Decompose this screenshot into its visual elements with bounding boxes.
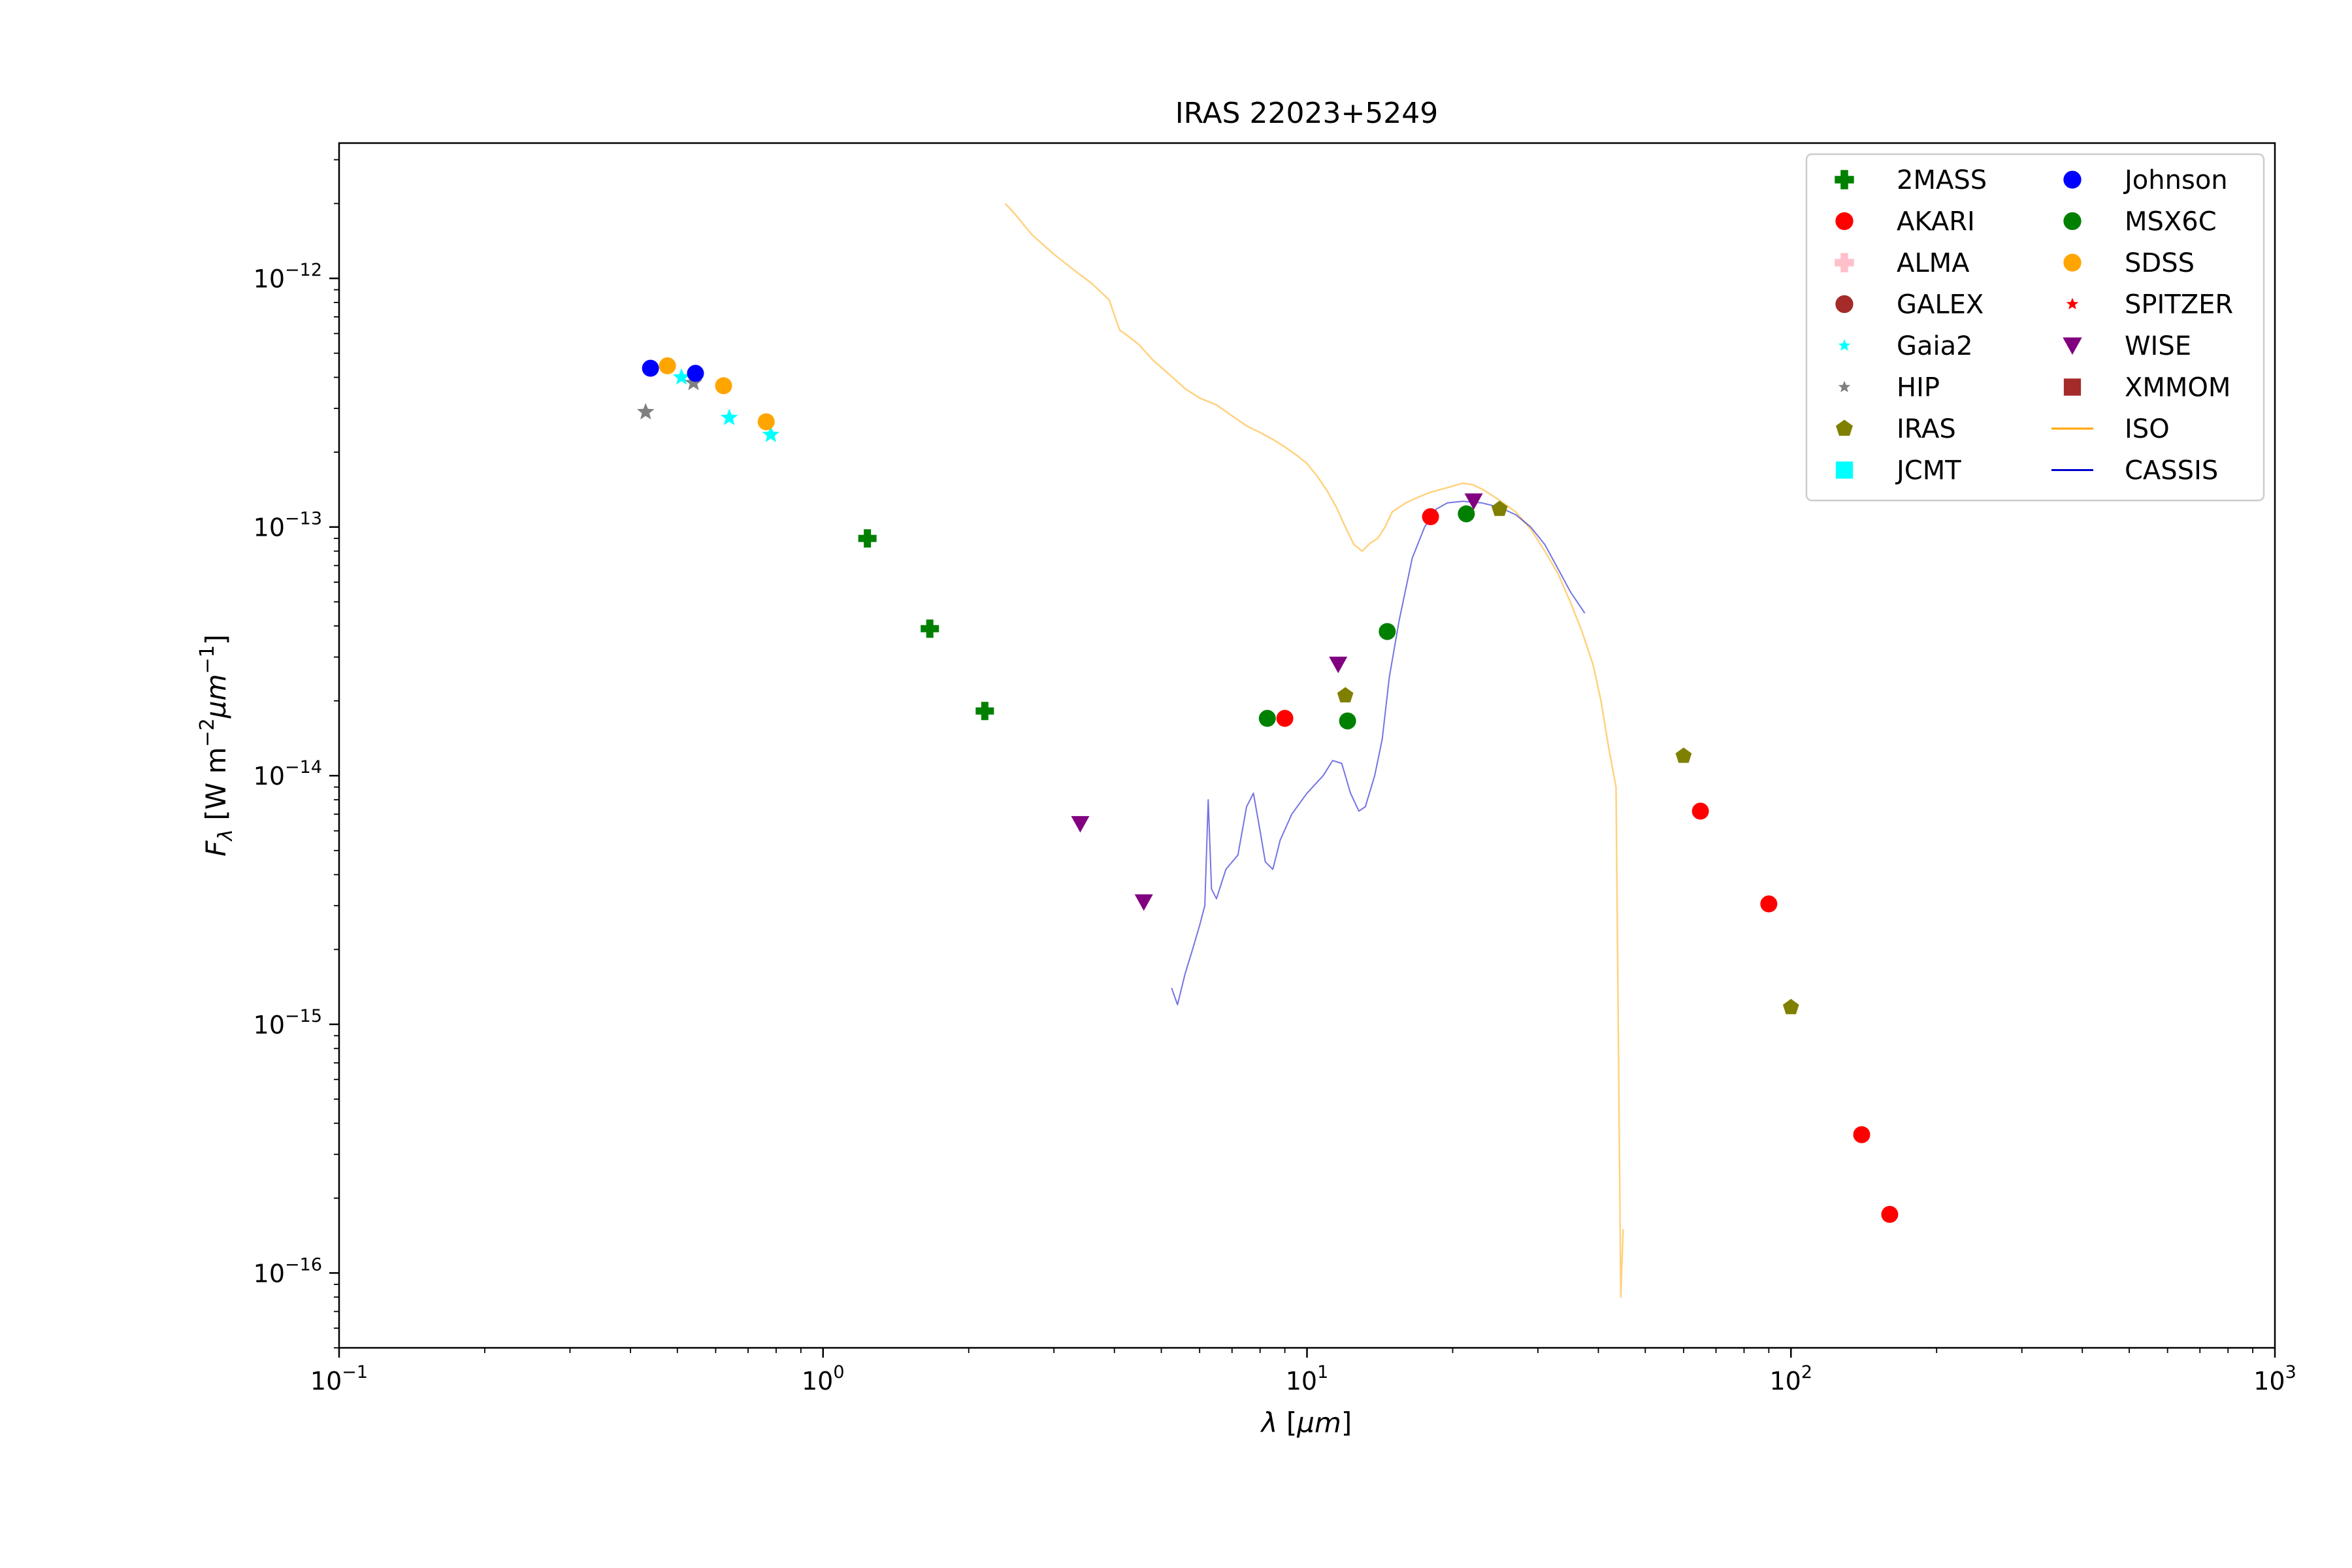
akari-point-1 — [1276, 710, 1294, 727]
legend-label: AKARI — [1897, 207, 1975, 237]
johnson-point-1 — [642, 359, 659, 377]
legend-item-spitzer: SPITZER — [2066, 290, 2233, 320]
legend-item-xmmom: XMMOM — [2063, 373, 2230, 403]
y-tick-label: 10−14 — [253, 757, 322, 791]
legend-marker — [1835, 295, 1854, 314]
legend-label: WISE — [2125, 331, 2191, 361]
akari-point-5 — [1853, 1126, 1870, 1143]
legend-marker — [2063, 253, 2082, 272]
legend-marker — [2066, 297, 2079, 310]
legend-marker — [1835, 253, 1854, 272]
hip-point-2 — [685, 374, 702, 391]
x-axis-label: λ [μm] — [1260, 1407, 1352, 1439]
legend-label: XMMOM — [2125, 373, 2230, 403]
chart-title: IRAS 22023+5249 — [1175, 97, 1439, 130]
iras-point-3 — [1675, 747, 1692, 763]
legend-marker — [2063, 337, 2082, 355]
wise-point-1 — [1071, 816, 1090, 833]
legend-label: Gaia2 — [1897, 331, 1973, 361]
legend-marker — [1835, 212, 1854, 231]
akari-point-3 — [1691, 802, 1709, 820]
legend-marker — [2063, 171, 2082, 189]
legend-item-wise: WISE — [2063, 331, 2191, 361]
legend-marker — [1836, 419, 1853, 436]
legend-label: MSX6C — [2125, 207, 2217, 237]
wise-point-4 — [1464, 493, 1483, 510]
legend-item-galex: GALEX — [1835, 290, 1984, 320]
legend-item-sdss: SDSS — [2063, 248, 2195, 278]
2mass-point-1 — [858, 529, 877, 548]
x-tick-label: 102 — [1769, 1362, 1812, 1396]
x-tick-label: 10−1 — [310, 1362, 368, 1396]
legend-item-johnson: Johnson — [2063, 165, 2228, 195]
wise-point-2 — [1134, 894, 1153, 911]
legend-label: IRAS — [1897, 414, 1956, 444]
legend-item-iras: IRAS — [1836, 414, 1956, 444]
sdss-point-2 — [715, 377, 732, 395]
cassis-spectrum-line — [1171, 500, 1586, 1005]
sdss-point-3 — [757, 413, 775, 431]
y-tick-label: 10−15 — [253, 1006, 322, 1039]
gaia2-point-3 — [762, 425, 780, 442]
x-tick-label: 103 — [2253, 1362, 2296, 1396]
x-tick-label: 101 — [1286, 1362, 1329, 1396]
legend-label: ALMA — [1897, 248, 1970, 278]
legend-box — [1805, 153, 2265, 502]
akari-point-6 — [1881, 1205, 1899, 1223]
legend-marker — [2063, 212, 2082, 231]
gaia2-point-1 — [672, 368, 691, 385]
legend-label: SPITZER — [2125, 290, 2233, 320]
msx6c-point-1 — [1258, 710, 1276, 727]
legend-item-2mass: 2MASS — [1835, 165, 1987, 195]
legend-label: 2MASS — [1897, 165, 1987, 195]
legend-item-hip: HIP — [1838, 373, 1940, 403]
plot-area — [636, 203, 1899, 1298]
msx6c-point-2 — [1339, 712, 1356, 730]
legend-marker — [1835, 461, 1854, 479]
legend-label: JCMT — [1895, 456, 1961, 486]
legend-item-msx6c: MSX6C — [2063, 207, 2217, 237]
y-axis-label: Fλ [W m−2μm−1] — [196, 634, 237, 857]
sdss-point-1 — [659, 357, 676, 374]
iras-point-4 — [1782, 998, 1799, 1015]
legend-label: Johnson — [2123, 165, 2228, 195]
legend-item-akari: AKARI — [1835, 207, 1975, 237]
iras-point-1 — [1337, 687, 1354, 703]
legend-item-alma: ALMA — [1835, 248, 1970, 278]
legend-item-jcmt: JCMT — [1835, 456, 1961, 486]
akari-point-4 — [1760, 895, 1778, 913]
msx6c-point-3 — [1379, 623, 1396, 640]
wise-point-3 — [1329, 657, 1348, 674]
iso-spectrum-line — [1004, 203, 1624, 1298]
x-tick-label: 100 — [802, 1362, 845, 1396]
y-tick-label: 10−16 — [253, 1254, 322, 1288]
legend-label: HIP — [1897, 373, 1940, 403]
legend-item-cassis: CASSIS — [2051, 456, 2218, 486]
legend-marker — [1838, 380, 1851, 393]
legend-item-gaia2: Gaia2 — [1838, 331, 1973, 361]
msx6c-point-4 — [1458, 505, 1475, 523]
y-tick-label: 10−12 — [253, 260, 322, 293]
legend-marker — [1838, 339, 1851, 351]
legend-label: SDSS — [2125, 248, 2195, 278]
2mass-point-3 — [975, 702, 994, 721]
2mass-point-2 — [921, 619, 939, 638]
johnson-point-2 — [687, 365, 704, 382]
legend-label: GALEX — [1897, 290, 1984, 320]
gaia2-point-2 — [720, 408, 738, 425]
y-tick-label: 10−13 — [253, 509, 322, 542]
legend-label: CASSIS — [2125, 456, 2218, 486]
axes: 10−1 100 101 102 103 10−16 10−15 10−14 10−13 10−1… — [253, 159, 2296, 1396]
legend-item-iso: ISO — [2051, 414, 2170, 444]
legend-marker — [1835, 170, 1854, 189]
hip-point-1 — [636, 402, 655, 419]
legend-marker — [2063, 378, 2082, 396]
legend-label: ISO — [2125, 414, 2170, 444]
akari-point-2 — [1422, 508, 1439, 525]
legend: 2MASS AKARI ALMA GALEX Gaia2 HIP IRAS JCMT Johns… — [1805, 153, 2265, 502]
iras-point-2 — [1491, 500, 1508, 516]
